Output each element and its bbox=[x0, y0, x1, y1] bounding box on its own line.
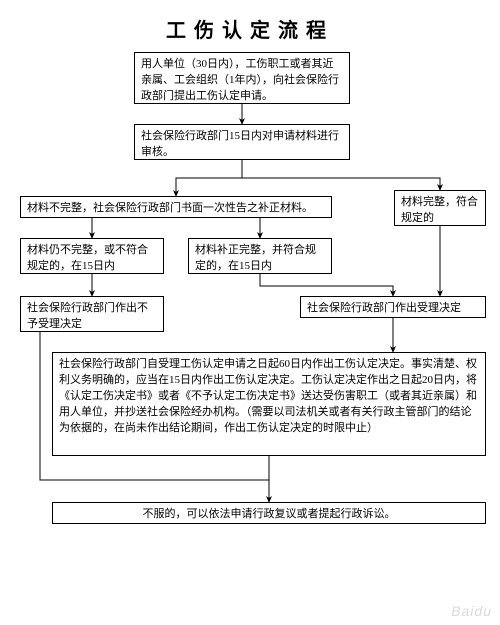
node-n4: 材料完整，符合规定的 bbox=[394, 190, 486, 226]
node-n5: 材料仍不完整，或不符合规定的，在15日内 bbox=[20, 238, 164, 274]
node-n3: 材料不完整，社会保险行政部门书面一次性告之补正材料。 bbox=[20, 196, 332, 218]
node-n2: 社会保险行政部门15日内对申请材料进行审核。 bbox=[134, 124, 350, 160]
node-n1: 用人单位（30日内），工伤职工或者其近亲属、工会组织（1年内），向社会保险行政部… bbox=[134, 52, 350, 104]
watermark: Baidu bbox=[451, 603, 492, 619]
node-n8: 社会保险行政部门作出受理决定 bbox=[300, 296, 486, 318]
node-n6: 材料补正完整，并符合规定的，在15日内 bbox=[188, 238, 332, 274]
node-n9: 社会保险行政部门自受理工伤认定申请之日起60日内作出工伤认定决定。事实清楚、权利… bbox=[52, 352, 486, 456]
node-n10: 不服的，可以依法申请行政复议或者提起行政诉讼。 bbox=[52, 502, 486, 524]
node-n7: 社会保险行政部门作出不予受理决定 bbox=[20, 296, 164, 332]
page-title: 工伤认定流程 bbox=[0, 0, 500, 51]
